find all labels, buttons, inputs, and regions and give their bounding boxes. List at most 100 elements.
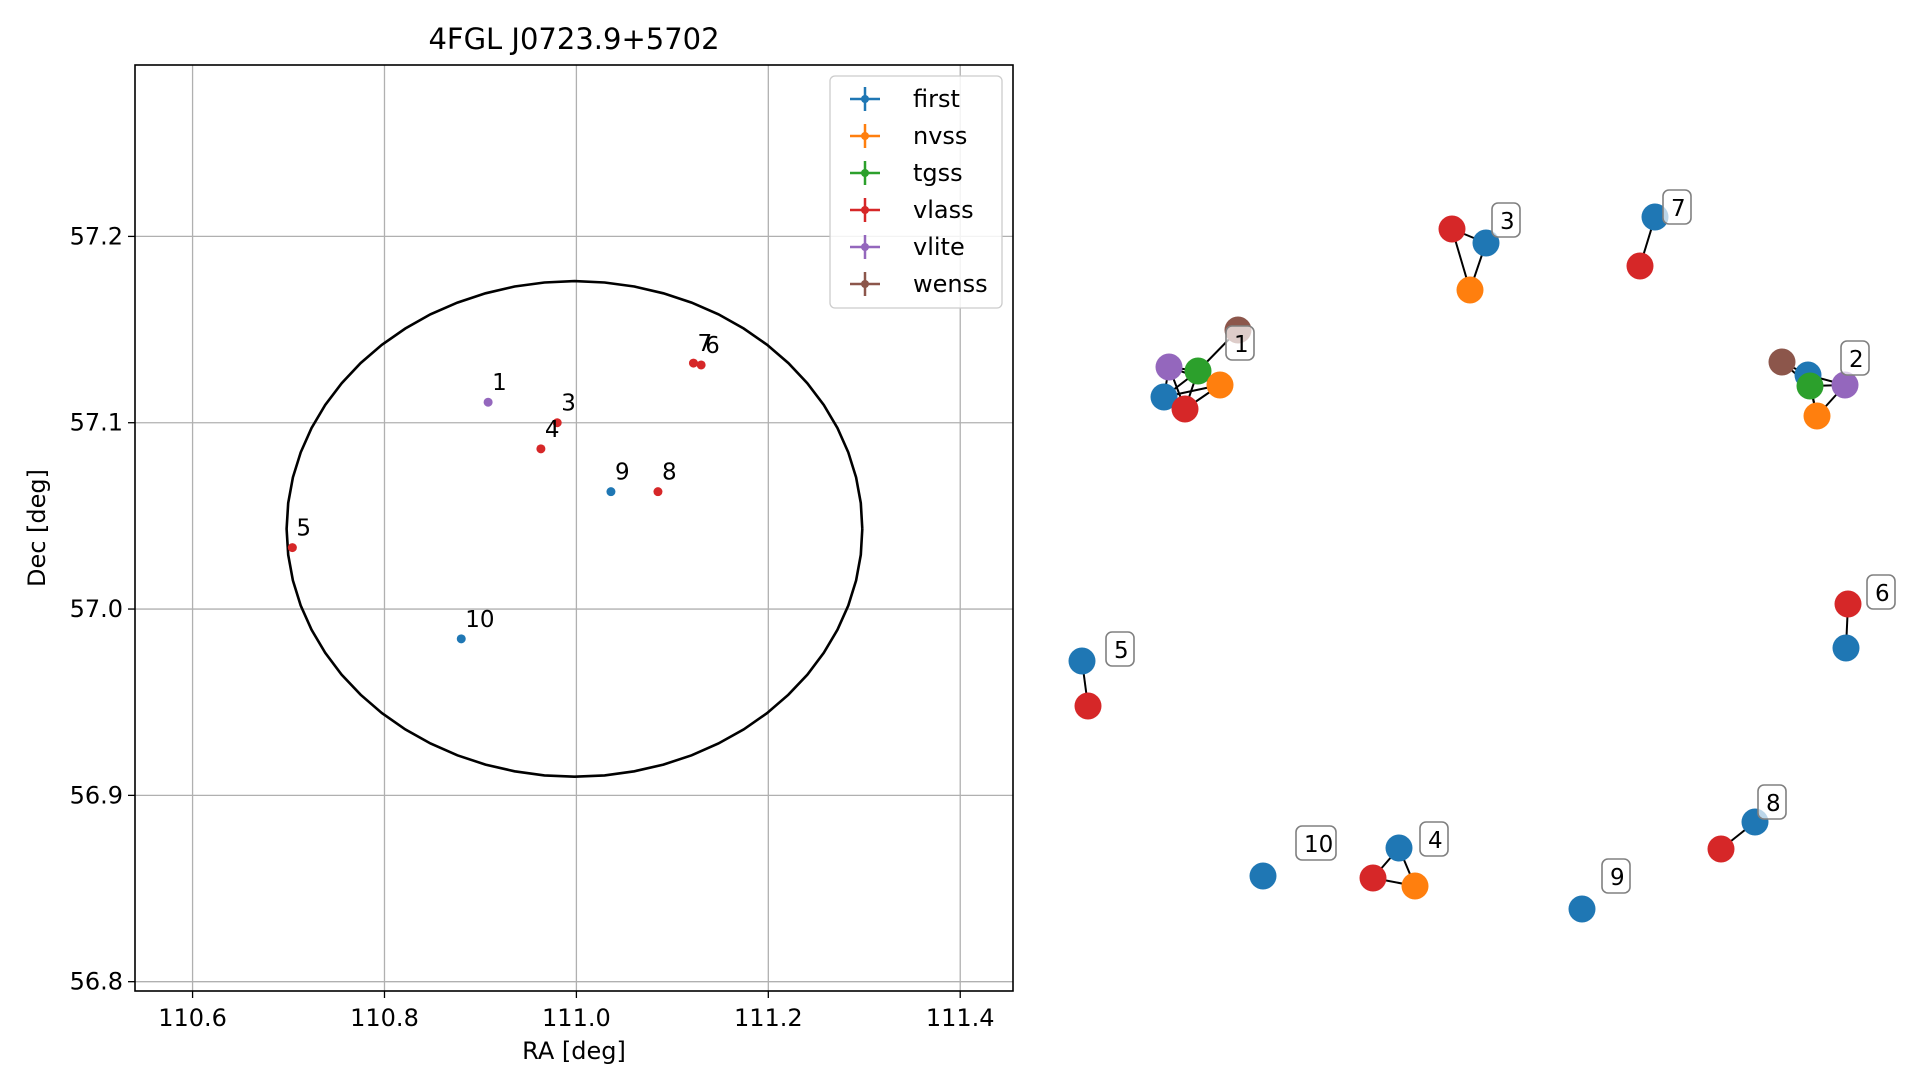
node-vlass	[1834, 590, 1862, 618]
cluster-label-box	[1601, 858, 1631, 894]
cluster-label-box	[1662, 189, 1692, 225]
cluster-6: 6	[1832, 574, 1896, 662]
node-wenss	[1768, 348, 1796, 376]
node-vlass	[1626, 252, 1654, 280]
cluster-label-box	[1105, 631, 1135, 667]
y-tick-label: 56.9	[70, 781, 123, 809]
legend-label-vlite: vlite	[913, 233, 965, 261]
cluster-label-box	[1757, 784, 1787, 820]
source-label-9: 9	[615, 460, 630, 486]
axis-ticks: 110.6 110.8 111.0 111.2 111.4 56.8 56.9 57.0 57.…	[70, 222, 995, 1032]
legend-marker-dot	[861, 206, 869, 214]
source-label-10: 10	[465, 607, 494, 633]
node-vlass	[1074, 692, 1102, 720]
x-tick-label: 110.8	[350, 1004, 419, 1032]
x-tick-label: 110.6	[158, 1004, 227, 1032]
cluster-4: 4	[1359, 821, 1449, 900]
legend-entry-first: first	[850, 85, 960, 113]
legend: first nvss tgss vlass vlite wenss	[829, 75, 1003, 309]
node-nvss	[1803, 402, 1831, 430]
source-points: 1 34 5 67 8 9 10	[287, 331, 720, 644]
node-tgss	[1796, 372, 1824, 400]
x-tick-label: 111.0	[542, 1004, 611, 1032]
y-axis-label: Dec [deg]	[23, 469, 51, 587]
node-vlass	[1359, 864, 1387, 892]
node-vlass	[1707, 835, 1735, 863]
cluster-label-8: 8	[1766, 791, 1781, 817]
source-point-1	[483, 397, 493, 407]
node-vlass	[1171, 395, 1199, 423]
cluster-label-2: 2	[1849, 347, 1864, 373]
source-label-6: 6	[705, 333, 720, 359]
node-first	[1568, 895, 1596, 923]
cluster-label-box	[1419, 821, 1449, 857]
source-label-7: 7	[697, 331, 712, 357]
source-label-1: 1	[492, 370, 507, 396]
node-first	[1150, 383, 1178, 411]
source-label-5: 5	[296, 516, 311, 542]
source-point-7	[688, 358, 698, 368]
legend-label-vlass: vlass	[913, 196, 974, 224]
cluster-label-box	[1491, 202, 1521, 238]
node-vlass	[1438, 215, 1466, 243]
source-point-4	[536, 444, 546, 454]
source-label-8: 8	[662, 460, 677, 486]
x-tick-label: 111.2	[734, 1004, 803, 1032]
error-ellipse	[285, 279, 864, 779]
y-tick-label: 56.8	[70, 968, 123, 996]
x-tick-label: 111.4	[926, 1004, 995, 1032]
node-tgss	[1184, 357, 1212, 385]
cluster-label-9: 9	[1610, 865, 1625, 891]
source-label-4: 4	[545, 417, 560, 443]
node-nvss	[1206, 371, 1234, 399]
cluster-label-box	[1295, 825, 1337, 861]
legend-marker-dot	[861, 95, 869, 103]
cluster-label-1: 1	[1234, 332, 1249, 358]
node-first	[1068, 647, 1096, 675]
source-point-8	[653, 487, 663, 497]
localization-ellipse	[285, 279, 864, 779]
source-point-6	[696, 360, 706, 370]
cluster-3: 3	[1438, 202, 1521, 304]
cluster-label-box	[1840, 340, 1870, 376]
legend-entry-wenss: wenss	[850, 270, 988, 298]
legend-box	[829, 75, 1003, 309]
node-nvss	[1401, 872, 1429, 900]
cluster-8: 8	[1707, 784, 1787, 863]
cluster-network-panel: 1 2 3 4 5 6 7 8 9 10	[1068, 189, 1896, 923]
node-first	[1249, 862, 1277, 890]
cluster-1: 1	[1150, 316, 1255, 423]
cluster-5: 5	[1068, 631, 1135, 720]
legend-label-wenss: wenss	[913, 270, 988, 298]
source-point-5	[287, 543, 297, 553]
node-first	[1832, 634, 1860, 662]
cluster-label-7: 7	[1671, 196, 1686, 222]
legend-label-nvss: nvss	[913, 122, 967, 150]
legend-marker-dot	[861, 243, 869, 251]
cluster-label-5: 5	[1114, 638, 1129, 664]
cluster-label-box	[1866, 574, 1896, 610]
legend-marker-dot	[861, 169, 869, 177]
legend-marker-dot	[861, 132, 869, 140]
source-point-9	[606, 487, 616, 497]
y-tick-label: 57.0	[70, 595, 123, 623]
legend-label-first: first	[913, 85, 960, 113]
legend-entry-vlass: vlass	[850, 196, 974, 224]
chart-title: 4FGL J0723.9+5702	[428, 22, 719, 56]
cluster-2: 2	[1768, 340, 1870, 430]
cluster-label-6: 6	[1875, 581, 1890, 607]
node-vlite	[1155, 353, 1183, 381]
node-first	[1472, 229, 1500, 257]
cluster-label-4: 4	[1428, 828, 1443, 854]
source-point-10	[456, 634, 466, 644]
legend-entry-tgss: tgss	[850, 159, 963, 187]
legend-marker-dot	[861, 280, 869, 288]
x-axis-label: RA [deg]	[522, 1037, 626, 1065]
cluster-7: 7	[1626, 189, 1692, 280]
source-point-3	[552, 418, 562, 428]
cluster-label-box	[1225, 325, 1255, 361]
y-tick-label: 57.1	[70, 409, 123, 437]
cluster-9: 9	[1568, 858, 1631, 923]
